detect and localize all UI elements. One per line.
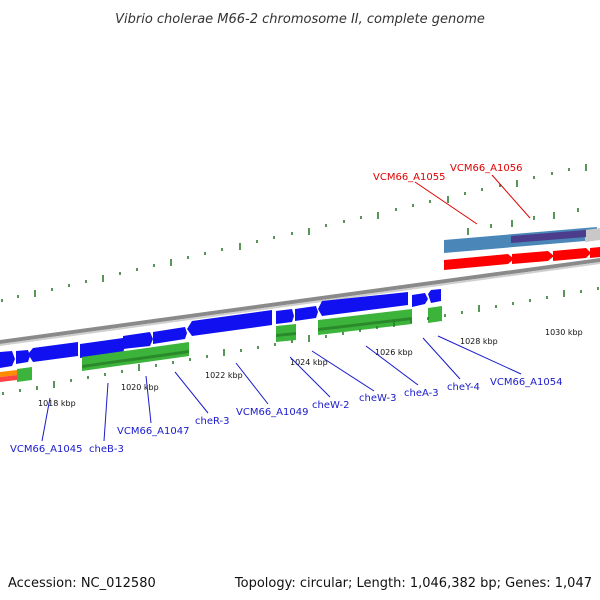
accession-text: Accession: NC_012580 (8, 576, 156, 591)
feature-red-4 (590, 247, 600, 258)
kbp-scale-labels: 1018 kbp 1020 kbp 1022 kbp 1024 kbp 1026… (38, 328, 583, 408)
kbp-label-1030: 1030 kbp (545, 328, 583, 337)
gene-label-cher-3: cheR-3 (195, 416, 230, 427)
gene-label-chey-4: cheY-4 (447, 382, 480, 393)
kbp-label-1022: 1022 kbp (205, 371, 243, 380)
gene-label-vcm66-a1056: VCM66_A1056 (450, 163, 522, 174)
red-labels: VCM66_A1055 VCM66_A1056 (373, 163, 531, 225)
gene-label-vcm66-a1049: VCM66_A1049 (236, 407, 308, 418)
gene-label-vcm66-a1054: VCM66_A1054 (490, 377, 562, 388)
gene-label-chea-3: cheA-3 (404, 388, 439, 399)
map-title: Vibrio cholerae M66-2 chromosome II, com… (115, 12, 485, 27)
inner-tick-ring (2, 287, 599, 395)
feature-red-2 (512, 251, 554, 264)
gene-label-chew-2: cheW-2 (312, 400, 349, 411)
feature-tick-ring (467, 208, 579, 235)
outer-tick-ring (1, 164, 587, 302)
kbp-label-1028: 1028 kbp (460, 337, 498, 346)
feature-purple (511, 230, 586, 243)
kbp-label-1026: 1026 kbp (375, 348, 413, 357)
gene-label-cheb-3: cheB-3 (89, 444, 124, 455)
blue-label-text: VCM66_A1045 cheB-3 VCM66_A1047 cheR-3 VC… (10, 377, 562, 455)
feature-grey (585, 228, 600, 242)
upper-features (444, 227, 600, 270)
feature-red-1 (444, 254, 514, 270)
kbp-label-1020: 1020 kbp (121, 383, 159, 392)
gene-label-chew-3: cheW-3 (359, 393, 396, 404)
backbone (0, 258, 600, 346)
blue-labels (41, 335, 522, 442)
gene-label-vcm66-a1045: VCM66_A1045 (10, 444, 82, 455)
kbp-label-1018: 1018 kbp (38, 399, 76, 408)
gene-label-vcm66-a1055: VCM66_A1055 (373, 172, 445, 183)
topology-text: Topology: circular; Length: 1,046,382 bp… (234, 576, 592, 591)
kbp-label-1024: 1024 kbp (290, 358, 328, 367)
feature-red-3 (553, 248, 591, 261)
green-genes (0, 306, 442, 382)
gene-label-vcm66-a1047: VCM66_A1047 (117, 426, 189, 437)
blue-genes (0, 289, 441, 368)
